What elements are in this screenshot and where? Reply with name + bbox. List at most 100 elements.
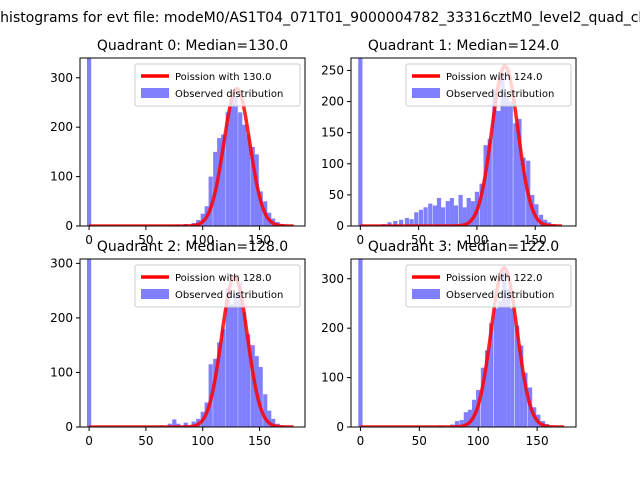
histogram-bar [358, 58, 363, 226]
legend-label-observed: Observed distribution [175, 89, 283, 100]
panels: 0 50 100 150 0 100 200 300 Quadrant 0: Median=13… [50, 38, 577, 448]
x-tick-label: 150 [248, 233, 271, 247]
histogram-bar [428, 203, 433, 226]
histogram-bar [183, 422, 188, 427]
histogram-bar [258, 191, 263, 226]
histogram-bar [172, 419, 177, 427]
histogram-bar [480, 367, 486, 427]
histogram-bar [449, 198, 454, 226]
histogram-bar [502, 271, 507, 427]
panel-3: 0 50 100 150 0 100 200 300 Quadrant 3: Median=12… [321, 239, 577, 448]
axes-frame [350, 258, 577, 428]
y-tick-label: 0 [65, 420, 73, 434]
histogram-bar [538, 214, 544, 226]
y-tick-label: 100 [50, 170, 73, 184]
legend-bar-swatch [412, 88, 440, 98]
legend-label-observed: Observed distribution [175, 290, 283, 301]
histogram-bar [513, 123, 518, 226]
x-tick-label: 150 [526, 434, 549, 448]
histogram-bar [496, 110, 501, 226]
axes-frame [79, 57, 306, 227]
legend-label-poisson: Poission with 130.0 [175, 72, 271, 83]
panel-2: 0 50 100 150 0 100 200 300 Quadrant 2: Median=12… [50, 239, 306, 448]
histogram-bar [213, 358, 218, 427]
y-tick-label: 200 [50, 120, 73, 134]
x-tick-label: 0 [357, 233, 365, 247]
legend-label-observed: Observed distribution [446, 89, 554, 100]
y-tick-label: 300 [50, 256, 73, 270]
legend-label-poisson: Poission with 124.0 [446, 72, 542, 83]
histogram-bar [86, 259, 92, 427]
histogram-bar [479, 183, 484, 226]
legend-bar-swatch [141, 88, 169, 98]
x-tick-label: 100 [191, 233, 214, 247]
histogram-bar [506, 288, 511, 427]
x-tick-label: 50 [412, 434, 427, 448]
legend-box [134, 264, 301, 308]
histogram-bar [238, 112, 243, 226]
legend-box [405, 63, 572, 107]
histogram-bar [497, 301, 503, 427]
histogram-bar [463, 412, 468, 427]
panel-0: 0 50 100 150 0 100 200 300 Quadrant 0: Median=13… [50, 38, 306, 247]
histogram-bar [221, 134, 226, 226]
histogram-bar [483, 145, 488, 226]
y-tick-label: 150 [321, 126, 344, 140]
legend-label-poisson: Poission with 128.0 [175, 273, 271, 284]
axes-frame [79, 258, 306, 428]
x-tick-label: 150 [524, 233, 547, 247]
histogram-bar [86, 58, 92, 226]
histogram-bar [238, 282, 243, 427]
histogram-bar [258, 367, 263, 427]
x-tick-label: 50 [138, 434, 153, 448]
histogram-bar [453, 205, 459, 226]
histogram-bar [458, 194, 463, 226]
histogram-bar [521, 157, 526, 226]
histogram-bar [225, 112, 230, 226]
histogram-bar [358, 259, 363, 427]
histogram-bar [414, 212, 419, 226]
poisson-line [359, 64, 564, 226]
histogram-bar [462, 207, 467, 226]
poisson-line [87, 275, 295, 427]
histogram-bar [229, 304, 234, 427]
plot-area [86, 259, 295, 427]
histogram-bar [510, 308, 515, 427]
y-tick-label: 100 [321, 157, 344, 171]
axes-frame [350, 57, 577, 227]
plot-area [358, 58, 564, 226]
histogram-bar [229, 97, 234, 226]
histogram-bar [393, 221, 398, 226]
x-tick-label: 100 [467, 434, 490, 448]
x-tick-label: 0 [85, 233, 93, 247]
histogram-bar [208, 176, 213, 226]
histogram-bar [217, 342, 222, 427]
histogram-bar [409, 219, 414, 226]
panel-title: Quadrant 1: Median=124.0 [368, 38, 559, 54]
y-tick-label: 250 [321, 63, 344, 77]
y-tick-label: 50 [329, 188, 344, 202]
histogram-bar [489, 323, 494, 427]
histogram-bar [250, 146, 255, 226]
histogram-bar [387, 222, 392, 226]
histogram-bar [267, 410, 272, 427]
histogram-bar [399, 219, 404, 226]
histogram-bar [484, 350, 490, 427]
histogram-bar [466, 198, 471, 226]
y-tick-label: 200 [321, 321, 344, 335]
legend-bar-swatch [141, 289, 169, 299]
histogram-bar [418, 209, 424, 226]
histogram-bar [454, 421, 460, 427]
panel-title: Quadrant 2: Median=128.0 [97, 239, 288, 255]
x-tick-label: 0 [85, 434, 93, 448]
histogram-bar [514, 325, 520, 427]
x-tick-label: 100 [191, 434, 214, 448]
histogram-bar [263, 394, 268, 427]
y-tick-label: 100 [321, 371, 344, 385]
legend-label-poisson: Poission with 122.0 [446, 273, 542, 284]
y-tick-label: 0 [336, 219, 344, 233]
histogram-bar [250, 345, 255, 427]
histogram-bar [233, 293, 238, 427]
histogram-bar [467, 409, 473, 427]
